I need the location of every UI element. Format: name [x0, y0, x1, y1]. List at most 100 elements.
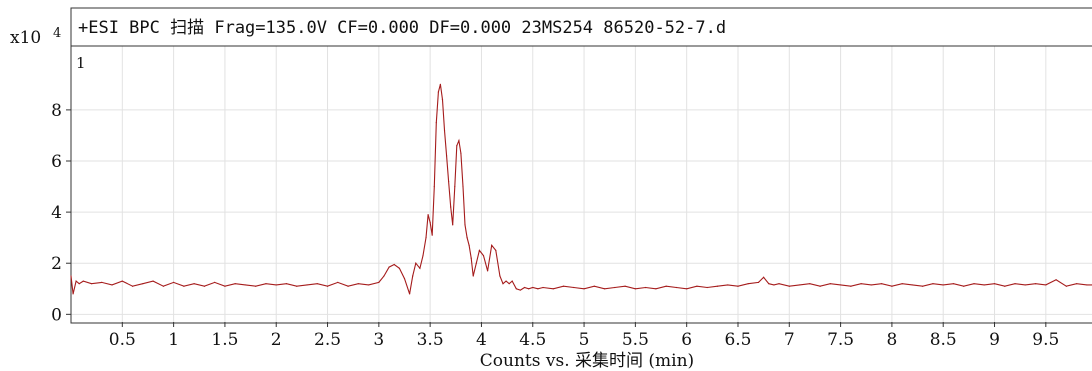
data-point	[433, 185, 435, 188]
x-tick-label: 7.5	[827, 330, 854, 350]
data-point	[763, 276, 765, 278]
data-point	[1065, 285, 1067, 287]
plot-frame	[70, 7, 1092, 324]
data-point	[515, 288, 517, 290]
data-point	[326, 285, 329, 287]
data-point	[1055, 279, 1057, 281]
data-point	[573, 286, 575, 289]
x-axis-ticks: 0.5 1 1.5 2 2.5 3 3.5 4 4.5 5 5.5 6 6.5 7 7.5 8 8.5 9 9.5	[109, 322, 1059, 350]
data-point	[757, 281, 760, 283]
y-exponent-label: 4	[53, 26, 61, 41]
data-point	[121, 280, 123, 282]
data-point	[1034, 283, 1037, 285]
data-point	[942, 284, 944, 286]
bpc-series-line	[70, 84, 1092, 295]
data-point	[466, 237, 468, 239]
data-point	[511, 280, 513, 282]
data-point	[768, 283, 770, 285]
data-point	[337, 281, 339, 283]
data-point	[495, 249, 497, 252]
x-tick-label: 4	[476, 330, 487, 350]
data-point	[111, 284, 113, 286]
data-point	[552, 288, 554, 290]
data-point	[1004, 285, 1006, 287]
data-point	[470, 257, 472, 259]
data-point	[1086, 284, 1088, 286]
data-point	[393, 263, 395, 266]
data-point	[798, 284, 801, 286]
data-point	[475, 262, 477, 264]
data-point	[1024, 284, 1026, 286]
data-point	[460, 152, 462, 154]
data-point	[275, 284, 277, 286]
data-point	[456, 145, 458, 147]
data-point	[778, 283, 780, 285]
data-point	[173, 281, 175, 283]
data-point	[716, 285, 719, 287]
data-point	[82, 280, 84, 282]
y-tick-label: 4	[51, 203, 62, 223]
x-tick-label: 8.5	[930, 330, 957, 350]
data-point	[462, 185, 464, 188]
data-point	[468, 244, 470, 246]
data-point	[1014, 283, 1016, 285]
data-point	[963, 285, 965, 287]
x-tick-label: 5.5	[622, 330, 649, 350]
series-points	[70, 83, 1092, 295]
data-point	[1045, 284, 1047, 286]
data-point	[422, 254, 424, 257]
data-point	[499, 275, 501, 277]
data-point	[528, 288, 530, 290]
data-point	[727, 284, 729, 286]
x-tick-label: 2	[271, 330, 282, 350]
data-point	[458, 139, 460, 142]
data-point	[448, 180, 450, 183]
x-tick-label: 1	[168, 330, 179, 350]
data-point	[478, 249, 480, 252]
data-point	[435, 122, 437, 124]
y-tick-label: 6	[51, 152, 62, 172]
data-point	[131, 285, 134, 287]
x-tick-label: 9.5	[1032, 330, 1059, 350]
data-point	[296, 285, 298, 287]
y-tick-label: 2	[51, 254, 62, 274]
gridlines	[71, 46, 1092, 322]
data-point	[519, 289, 522, 291]
data-point	[839, 284, 842, 286]
data-point	[388, 266, 390, 268]
x-axis-label: Counts vs. 采集时间 (min)	[480, 351, 694, 371]
y-tick-label: 0	[51, 305, 62, 325]
data-point	[523, 286, 526, 289]
data-point	[203, 285, 205, 287]
data-point	[881, 283, 883, 285]
data-point	[665, 285, 667, 287]
data-point	[696, 285, 698, 287]
data-point	[403, 277, 406, 280]
data-point	[443, 129, 446, 131]
data-point	[502, 283, 504, 285]
data-point	[367, 284, 370, 286]
data-point	[425, 237, 427, 239]
data-point	[952, 283, 955, 285]
data-point	[614, 286, 616, 289]
data-point	[737, 285, 739, 287]
data-point	[306, 284, 308, 286]
data-point	[101, 281, 103, 283]
data-point	[437, 91, 439, 93]
data-point	[265, 283, 267, 285]
y-axis-ticks: 0 2 4 6 8	[51, 101, 71, 325]
data-point	[454, 185, 456, 188]
data-point	[932, 283, 934, 285]
data-point	[357, 283, 359, 285]
data-point	[142, 283, 144, 285]
data-point	[624, 285, 626, 287]
data-point	[542, 286, 544, 289]
data-point	[152, 280, 154, 282]
x-tick-label: 6	[681, 330, 692, 350]
data-point	[583, 288, 585, 290]
data-point	[398, 267, 400, 269]
data-point	[450, 206, 452, 208]
data-point	[911, 284, 914, 286]
data-point	[472, 275, 474, 277]
